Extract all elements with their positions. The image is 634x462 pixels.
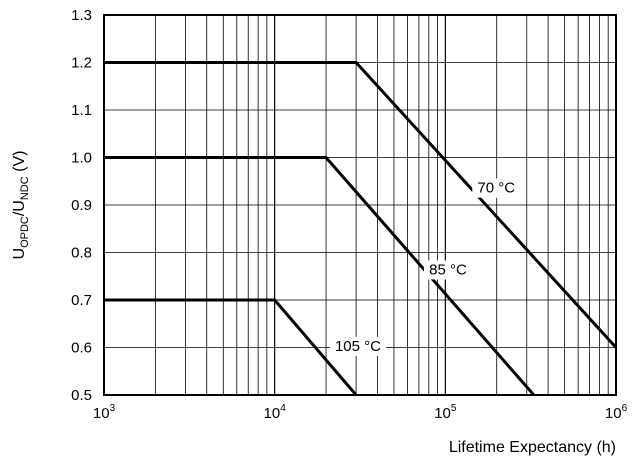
y-tick-labels: 0.5 0.6 0.7 0.8 0.9 1.0 1.1 1.2 1.3 bbox=[71, 7, 92, 404]
y-tick-label: 0.5 bbox=[71, 387, 92, 404]
x-tick-label: 104 bbox=[264, 403, 287, 422]
curve-label: 70 °C bbox=[477, 180, 515, 197]
y-tick-label: 0.8 bbox=[71, 245, 92, 262]
x-tick-label: 106 bbox=[605, 403, 628, 422]
x-axis-label: Lifetime Expectancy (h) bbox=[449, 439, 616, 456]
curve-70c bbox=[104, 61, 616, 349]
curve-105c bbox=[104, 298, 358, 395]
curve-85c bbox=[104, 156, 535, 395]
curves bbox=[104, 61, 616, 395]
curve-label: 105 °C bbox=[335, 338, 381, 355]
x-tick-label: 105 bbox=[434, 403, 457, 422]
x-tick-labels: 103 104 105 106 bbox=[93, 403, 628, 422]
curve-label-bg bbox=[472, 178, 521, 198]
y-tick-label: 1.2 bbox=[71, 55, 92, 72]
curve-labels: 70 °C 85 °C 105 °C bbox=[329, 178, 521, 356]
curve-label: 85 °C bbox=[429, 261, 467, 278]
curve-label-bg bbox=[329, 336, 386, 356]
y-tick-label: 1.1 bbox=[71, 102, 92, 119]
y-tick-label: 0.7 bbox=[71, 292, 92, 309]
y-axis-label: UOPDC/UNDC (V) bbox=[11, 151, 31, 260]
y-tick-label: 1.0 bbox=[71, 150, 92, 167]
curve-label-bg bbox=[424, 260, 473, 280]
y-tick-label: 0.9 bbox=[71, 197, 92, 214]
y-tick-label: 1.3 bbox=[71, 7, 92, 24]
plot-frame bbox=[103, 14, 617, 396]
x-tick-label: 103 bbox=[93, 403, 116, 422]
y-tick-label: 0.6 bbox=[71, 340, 92, 357]
